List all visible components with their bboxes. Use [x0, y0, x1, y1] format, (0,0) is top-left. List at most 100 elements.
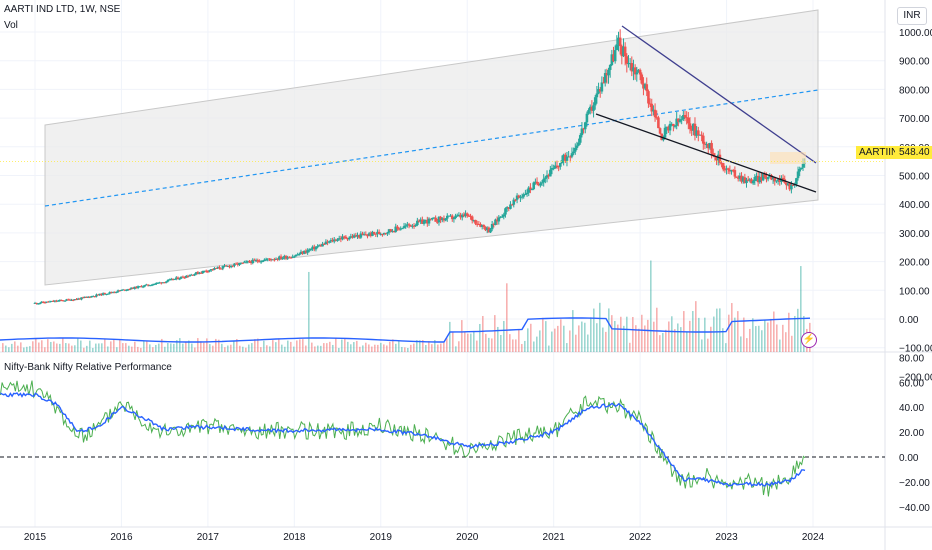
candle-body [696, 130, 700, 136]
volume-bar [89, 340, 91, 352]
volume-bar [773, 311, 775, 352]
candle-body [796, 171, 800, 179]
candle-body [567, 156, 570, 158]
volume-bar [626, 316, 628, 352]
price-tick-label: 0.00 [899, 315, 919, 326]
candle-body [336, 239, 339, 241]
candle-body [188, 275, 191, 277]
volume-bar [791, 335, 793, 352]
volume-bar [161, 338, 163, 352]
volume-bar [401, 346, 403, 352]
volume-bar [224, 347, 226, 352]
volume-bar [245, 347, 247, 352]
candle-body [361, 233, 364, 235]
candle-body [575, 145, 579, 148]
price-tick-label: 900.00 [899, 57, 930, 68]
candle-body [544, 177, 547, 179]
candle-body [477, 224, 481, 226]
volume-bar [263, 340, 265, 352]
volume-bar [410, 344, 412, 352]
volume-bar [260, 347, 262, 352]
candle-body [480, 225, 484, 227]
candle-body [653, 109, 657, 118]
candle-body [171, 278, 175, 280]
volume-bar [473, 330, 475, 352]
volume-bar [506, 283, 508, 352]
candle-body [800, 167, 803, 170]
candle-body [376, 231, 379, 235]
candle-body [497, 217, 501, 222]
candle-body [637, 69, 640, 73]
candle-body [529, 187, 532, 190]
currency-button[interactable]: INR [897, 7, 927, 25]
candle-body [756, 175, 760, 183]
volume-bar [494, 315, 496, 352]
candle-body [298, 254, 301, 256]
volume-bar [530, 323, 532, 352]
candle-body [186, 275, 190, 277]
candle-body [680, 119, 683, 121]
volume-bar [35, 338, 37, 352]
falling-wedge [0, 25, 885, 193]
indicator-tick-label: 60.00 [899, 378, 924, 389]
volume-bar [5, 345, 7, 352]
volume-bar [332, 344, 334, 352]
volume-bar [47, 339, 49, 352]
lightning-icon[interactable]: ⚡ [801, 332, 817, 348]
candle-body [617, 37, 620, 45]
volume-bar [116, 347, 118, 352]
candle-body [193, 274, 196, 276]
candle-body [733, 170, 737, 177]
volume-bar [317, 345, 319, 352]
candle-body [440, 218, 444, 221]
channel-midline [44, 89, 819, 207]
relative-performance-pane [0, 380, 885, 497]
candle-body [243, 261, 246, 263]
candle-body [751, 181, 755, 184]
volume-bar [746, 338, 748, 352]
candle-body [547, 175, 550, 177]
volume-bar [347, 341, 349, 352]
indicator-tick-label: −20.00 [899, 478, 930, 489]
candle-body [58, 300, 62, 302]
candle-body [35, 302, 38, 304]
candle-body [384, 232, 388, 234]
volume-bar [83, 347, 85, 352]
candle-body [447, 215, 451, 217]
candle-body [356, 234, 359, 237]
candle-body [735, 176, 738, 178]
volume-bar [629, 342, 631, 352]
volume-bar [497, 326, 499, 352]
candle-body [711, 153, 715, 156]
candle-body [103, 293, 107, 295]
candle-body [572, 151, 575, 154]
volume-bar [32, 341, 34, 352]
candle-body [693, 123, 697, 136]
candle-body [296, 254, 299, 256]
volume-bar [320, 345, 322, 352]
candle-body [66, 299, 70, 301]
volume-bar [308, 271, 310, 352]
candle-body [309, 248, 313, 250]
candle-body [170, 278, 173, 280]
candle-body [352, 235, 356, 238]
volume-bar [515, 339, 517, 352]
volume-bar [428, 341, 430, 352]
candle-body [507, 207, 511, 209]
volume-bar [353, 342, 355, 352]
candle-body [525, 192, 529, 195]
candle-body [459, 214, 462, 218]
candle-body [467, 215, 471, 217]
volume-bar [707, 338, 709, 352]
chart-title: AARTI IND LTD, 1W, NSE [4, 4, 121, 15]
candle-body [367, 233, 371, 236]
candle-body [100, 293, 103, 296]
candle-body [710, 143, 713, 154]
candle-body [495, 219, 499, 222]
candle-body [271, 259, 275, 261]
candle-body [281, 257, 284, 259]
candle-body [555, 165, 559, 167]
candle-body [763, 173, 767, 177]
volume-bar [251, 343, 253, 352]
